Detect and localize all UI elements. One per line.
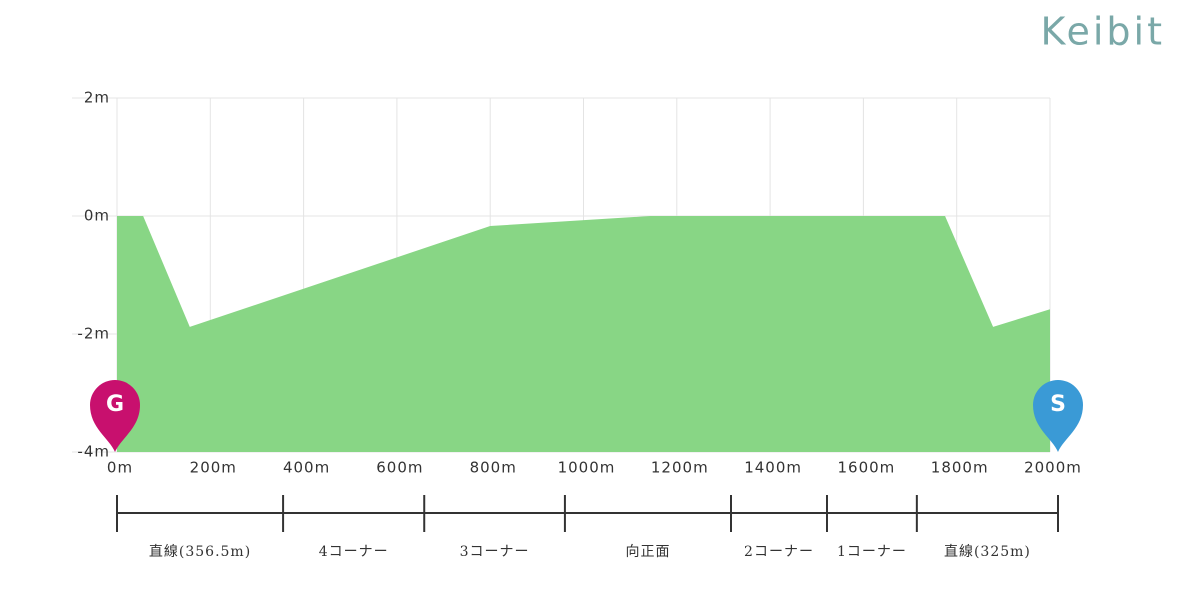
section-label: 1コーナー: [837, 544, 907, 560]
x-tick-label: 1800m: [931, 459, 989, 477]
brand-logo: Keibit: [1040, 10, 1165, 54]
section-label: 直線(325m): [944, 543, 1031, 560]
section-label: 3コーナー: [460, 544, 530, 560]
y-tick-label: -2m: [77, 325, 110, 343]
pin: [90, 380, 140, 452]
y-tick-label: 2m: [84, 89, 110, 107]
x-tick-label: 1000m: [558, 459, 616, 477]
x-tick-label: 1600m: [838, 459, 896, 477]
x-tick-label: 1400m: [744, 459, 802, 477]
section-label: 2コーナー: [744, 544, 814, 560]
x-tick-label: 0m: [107, 459, 133, 477]
x-tick-label: 600m: [376, 459, 423, 477]
y-tick-label: 0m: [84, 207, 110, 225]
section-label: 向正面: [625, 544, 670, 560]
pin: [1033, 380, 1083, 452]
pin-label: G: [106, 392, 124, 417]
x-tick-label: 2000m: [1024, 459, 1082, 477]
x-tick-label: 800m: [470, 459, 517, 477]
x-tick-label: 200m: [190, 459, 237, 477]
x-tick-label: 1200m: [651, 459, 709, 477]
section-label: 4コーナー: [319, 544, 389, 560]
y-tick-label: -4m: [77, 443, 110, 461]
pin-label: S: [1050, 392, 1066, 417]
x-tick-label: 400m: [283, 459, 330, 477]
section-label: 直線(356.5m): [149, 543, 251, 560]
elevation-area: [117, 216, 1050, 452]
